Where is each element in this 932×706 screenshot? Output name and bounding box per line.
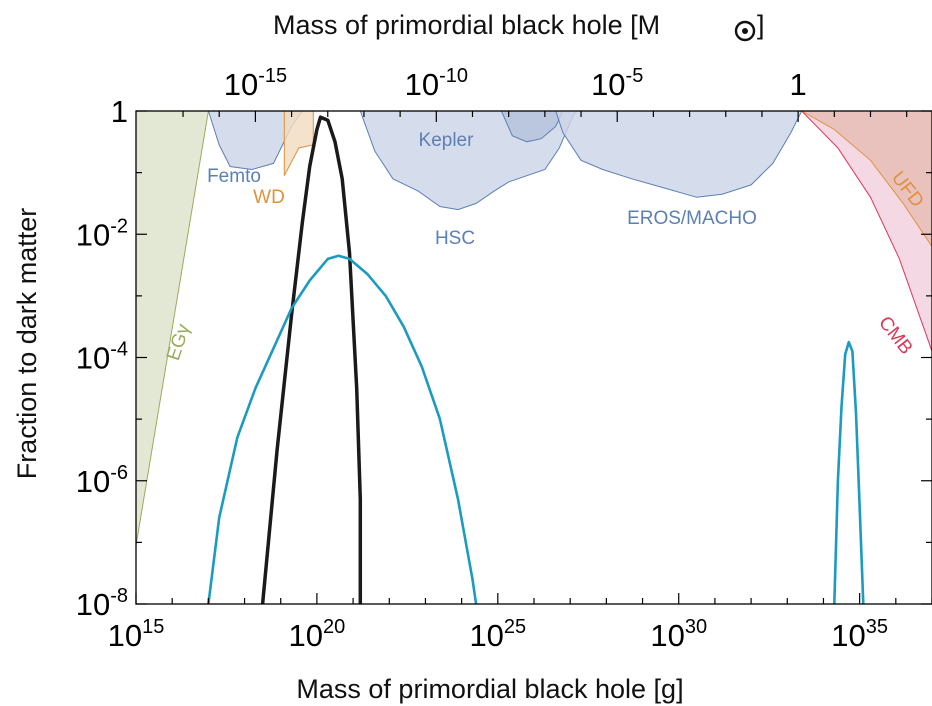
top-x-tick-label: 10-10 [405,65,468,102]
constraint-label-femto: Femto [207,166,261,187]
constraint-region-eros-macho [555,111,803,198]
constraint-label-cmb: CMB [874,313,917,359]
constraint-label-wd: WD [253,187,285,208]
pbh-mass-distribution-curves [207,115,865,604]
y-tick-label: 10-6 [76,462,128,499]
top-x-tick-label: 10-15 [224,65,287,102]
constraint-label-kepler: Kepler [419,130,475,151]
x-tick-label: 1015 [108,616,165,653]
top-x-tick-label: 1 [790,67,807,102]
constraint-label-hsc: HSC [435,228,475,249]
mass-distribution-curve-1 [260,115,363,604]
y-tick-label: 10-4 [76,339,128,376]
solar-mass-symbol-dot [742,28,748,34]
y-axis-title: Fraction to dark matter [12,208,42,480]
x-tick-label: 1025 [469,616,526,653]
top-x-axis-title-end: ] [757,10,765,40]
constraint-regions [136,111,932,546]
constraint-region-ufd [800,111,932,248]
y-tick-label: 1 [111,94,128,129]
constraint-region-kepler [500,111,564,143]
top-x-tick-label: 10-5 [591,65,643,102]
x-tick-label: 1035 [831,616,888,653]
y-tick-label: 10-2 [76,215,128,252]
constraint-region-eg [136,111,209,546]
top-x-axis-title: Mass of primordial black hole [M [273,10,660,40]
text-labels: 1015 1020 1025 1030 1035 10-15 10-10 10-5 1 1 10-2… [12,10,928,704]
mass-distribution-curve-2 [207,254,478,604]
solar-mass-symbol [734,20,756,42]
constraint-label-eros-macho: EROS/MACHO [627,208,757,229]
mass-distribution-curve-3 [832,340,865,604]
plot-frame [135,110,932,605]
constraint-region-wd [283,111,314,176]
x-axis-title: Mass of primordial black hole [g] [296,674,683,704]
x-tick-label: 1020 [289,616,346,653]
y-tick-label: 10-8 [76,585,128,622]
x-tick-label: 1030 [650,616,707,653]
